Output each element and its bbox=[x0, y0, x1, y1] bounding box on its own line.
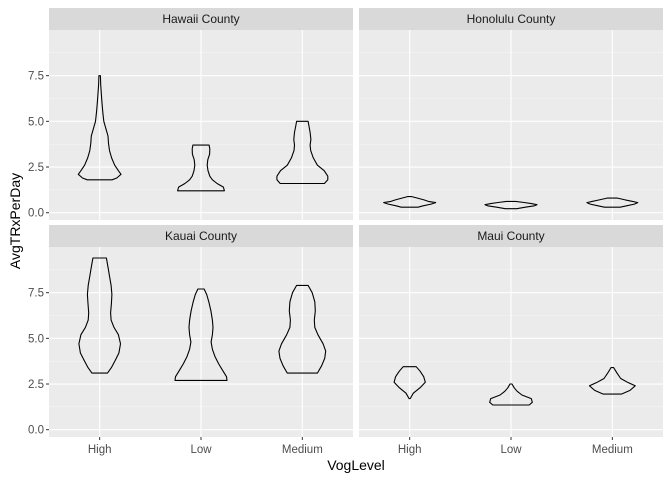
y-tick-label: 2.5 bbox=[28, 162, 44, 174]
violin-high bbox=[393, 366, 426, 400]
violin-medium bbox=[586, 197, 639, 208]
x-tick-label: High bbox=[88, 444, 112, 456]
x-tick-label: Low bbox=[500, 444, 522, 456]
facet-title: Honolulu County bbox=[467, 12, 556, 26]
x-tick-label: High bbox=[398, 444, 422, 456]
facet-panel: Honolulu County bbox=[359, 8, 663, 220]
x-tick-label: Low bbox=[190, 444, 212, 456]
facet-title: Maui County bbox=[477, 229, 544, 243]
y-tick-label: 5.0 bbox=[28, 333, 44, 345]
violin-high bbox=[383, 196, 437, 208]
violin-low bbox=[174, 288, 228, 381]
y-tick-label: 7.5 bbox=[28, 288, 44, 300]
y-axis-title: AvgTRxPerDay bbox=[7, 173, 23, 269]
y-tick-label: 5.0 bbox=[28, 116, 44, 128]
facet-strip bbox=[49, 225, 353, 247]
violin-medium bbox=[588, 367, 636, 395]
violin-high bbox=[78, 257, 122, 374]
violin-low bbox=[489, 383, 533, 406]
facet-strip bbox=[49, 8, 353, 30]
x-axis-title: VogLevel bbox=[327, 457, 385, 473]
violin-medium bbox=[276, 120, 329, 185]
y-tick-label: 2.5 bbox=[28, 379, 44, 391]
y-tick-label: 7.5 bbox=[28, 71, 44, 83]
facet-title: Kauai County bbox=[165, 229, 237, 243]
facet-strip bbox=[359, 8, 663, 30]
facet-title: Hawaii County bbox=[162, 12, 239, 26]
x-tick-label: Medium bbox=[282, 444, 323, 456]
violin-low bbox=[177, 144, 225, 192]
violin-high bbox=[77, 75, 122, 181]
violin-low bbox=[484, 200, 538, 210]
y-tick-label: 0.0 bbox=[28, 208, 44, 220]
facet-panel: Kauai County 0.0 2.5 5.0 7.5 High Low Medium bbox=[28, 225, 353, 456]
x-tick-label: Medium bbox=[592, 444, 633, 456]
facet-panel: Maui County High Low Medium bbox=[359, 225, 663, 456]
violin-medium bbox=[278, 284, 327, 374]
facet-panel: Hawaii County 0.0 2.5 5.0 7.5 bbox=[28, 8, 353, 220]
y-tick-label: 0.0 bbox=[28, 425, 44, 437]
facet-strip bbox=[359, 225, 663, 247]
